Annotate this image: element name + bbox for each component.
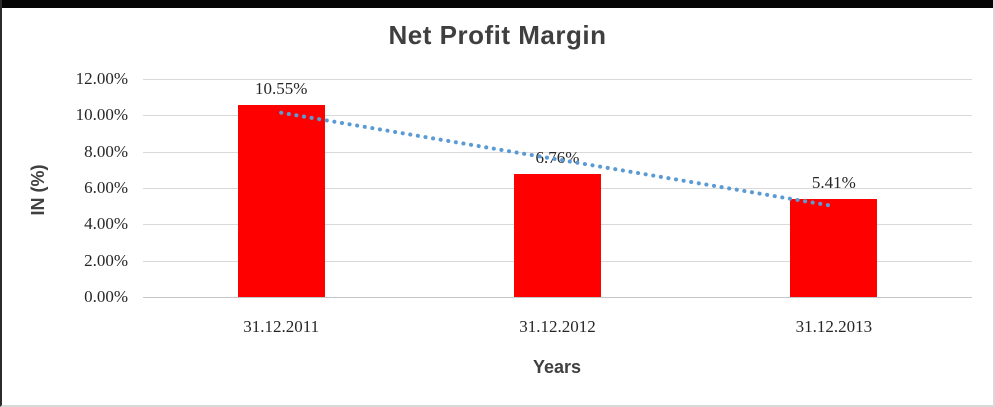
- chart-bar-31.12.2013[interactable]: [790, 198, 878, 297]
- chart-bar-31.12.2012[interactable]: [514, 174, 601, 297]
- y-tick-label: 10.00%: [75, 105, 128, 125]
- y-tick-label: 2.00%: [84, 250, 128, 270]
- data-label: 5.41%: [811, 172, 856, 192]
- y-tick-label: 0.00%: [84, 287, 128, 306]
- y-tick-label: 4.00%: [84, 214, 128, 234]
- x-axis-title: Years: [532, 357, 582, 377]
- gridline-0.00%: [143, 297, 972, 298]
- x-tick-label: 31.12.2012: [519, 317, 596, 336]
- y-tick-label: 6.00%: [84, 178, 128, 197]
- top-border-strip: [2, 0, 993, 8]
- chart-title: Net Profit Margin: [388, 20, 607, 50]
- data-label: 10.55%: [254, 79, 308, 99]
- y-tick-label: 8.00%: [84, 141, 128, 161]
- x-tick-label: 31.12.2011: [243, 317, 320, 336]
- chart-bar-31.12.2011[interactable]: [237, 105, 325, 297]
- x-tick-label: 31.12.2013: [795, 317, 873, 336]
- data-label: 6.76%: [535, 148, 580, 168]
- gridline-12.00%: [143, 79, 972, 80]
- y-tick-label: 12.00%: [75, 69, 128, 88]
